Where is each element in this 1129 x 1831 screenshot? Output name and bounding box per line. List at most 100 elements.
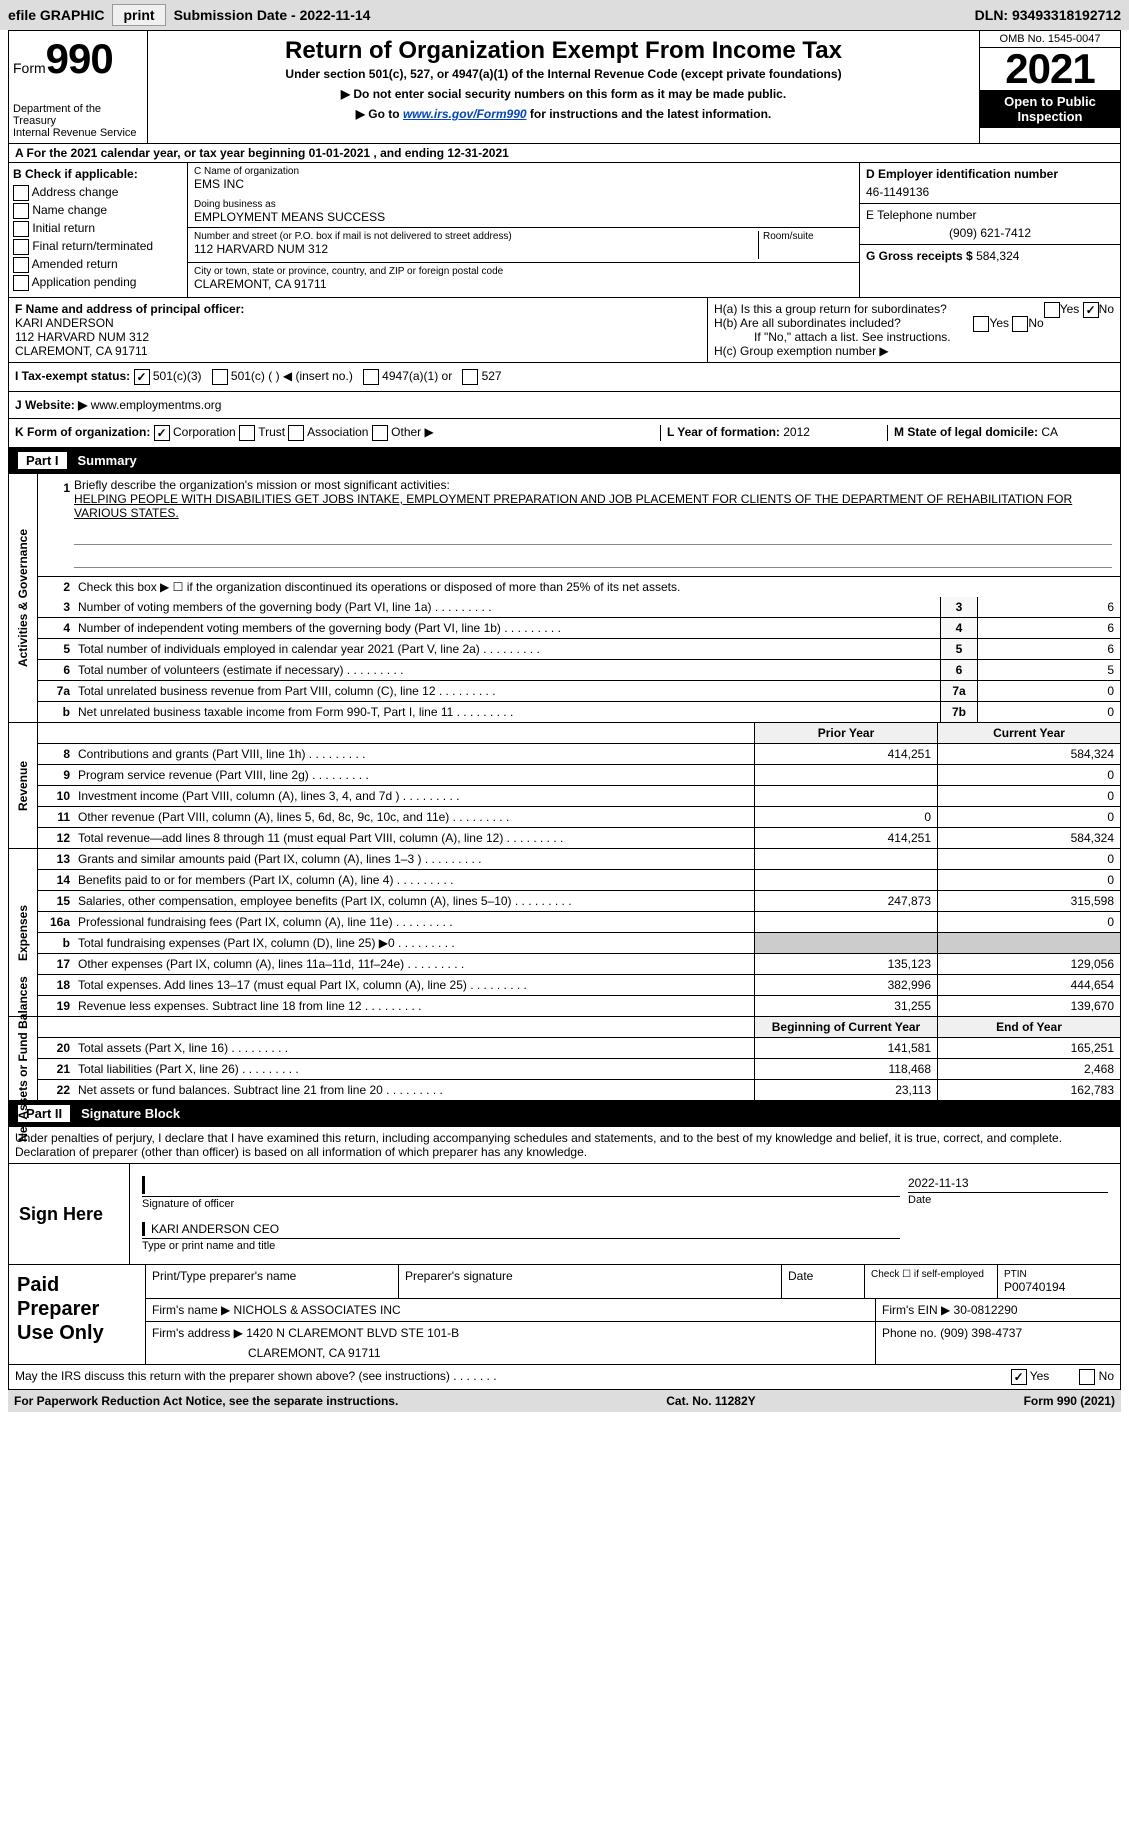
line-row: 17 Other expenses (Part IX, column (A), … [38, 954, 1120, 975]
form-prefix: Form [13, 60, 46, 76]
blank-line [74, 526, 1112, 545]
ein-row: D Employer identification number 46-1149… [860, 163, 1120, 204]
header-right: OMB No. 1545-0047 2021 Open to Public In… [979, 31, 1120, 143]
checkbox-icon[interactable] [1079, 1369, 1095, 1385]
self-emp-label: Check ☐ if self-employed [865, 1265, 998, 1298]
checkbox-icon[interactable] [288, 425, 304, 441]
ptin-label: PTIN [1004, 1269, 1114, 1280]
check-amended[interactable]: Amended return [13, 257, 183, 273]
row-f: F Name and address of principal officer:… [9, 298, 707, 362]
prep-row-1: Print/Type preparer's name Preparer's si… [146, 1265, 1120, 1299]
check-addr[interactable]: Address change [13, 185, 183, 201]
checkbox-icon [13, 185, 29, 201]
checkbox-icon[interactable] [154, 425, 170, 441]
netassets-section: Net Assets or Fund Balances Beginning of… [8, 1017, 1121, 1101]
ptin: P00740194 [1004, 1280, 1114, 1294]
form-title: Return of Organization Exempt From Incom… [158, 37, 969, 65]
city: CLAREMONT, CA 91711 [194, 277, 853, 291]
col-b-title: B Check if applicable: [13, 167, 183, 181]
blank-line [74, 549, 1112, 568]
prep-row-2: Firm's name ▶ NICHOLS & ASSOCIATES INC F… [146, 1299, 1120, 1322]
line-row: 8 Contributions and grants (Part VIII, l… [38, 744, 1120, 765]
sub3-pre: ▶ Go to [356, 107, 403, 121]
line-row: 18 Total expenses. Add lines 13–17 (must… [38, 975, 1120, 996]
gross-row: G Gross receipts $ 584,324 [860, 245, 1120, 267]
dba: EMPLOYMENT MEANS SUCCESS [194, 210, 853, 224]
row-l: L Year of formation: 2012 [660, 425, 887, 441]
ha: H(a) Is this a group return for subordin… [714, 302, 1114, 316]
street-label: Number and street (or P.O. box if mail i… [194, 231, 754, 242]
line-row: 22 Net assets or fund balances. Subtract… [38, 1080, 1120, 1100]
checkbox-icon[interactable] [1012, 316, 1028, 332]
firm-name-label: Firm's name ▶ [152, 1303, 234, 1317]
checkbox-icon[interactable] [973, 316, 989, 332]
check-name[interactable]: Name change [13, 203, 183, 219]
irs: Internal Revenue Service [13, 127, 143, 139]
line-row: 7a Total unrelated business revenue from… [38, 681, 1120, 702]
checkbox-icon[interactable] [462, 369, 478, 385]
print-name-label: Print/Type preparer's name [146, 1265, 399, 1298]
end-year-header: End of Year [937, 1017, 1120, 1037]
row-f-label: F Name and address of principal officer: [15, 302, 701, 316]
form990-link[interactable]: www.irs.gov/Form990 [403, 107, 527, 121]
ein: 46-1149136 [866, 185, 1114, 199]
prep-date-label: Date [782, 1265, 865, 1298]
checkbox-icon[interactable] [212, 369, 228, 385]
checkbox-icon[interactable] [134, 369, 150, 385]
line-row: 4 Number of independent voting members o… [38, 618, 1120, 639]
checkbox-icon[interactable] [1083, 302, 1099, 318]
line-row: 12 Total revenue—add lines 8 through 11 … [38, 828, 1120, 848]
sign-date: 2022-11-13 [908, 1176, 1108, 1190]
checkbox-icon[interactable] [372, 425, 388, 441]
line-row: 20 Total assets (Part X, line 16) 141,58… [38, 1038, 1120, 1059]
firm-addr2: CLAREMONT, CA 91711 [152, 1346, 869, 1360]
checkbox-icon[interactable] [1044, 302, 1060, 318]
subdate-label: Submission Date - [174, 7, 300, 23]
dept: Department of the Treasury [13, 103, 143, 127]
row-a-mid: , and ending [370, 146, 447, 160]
arrow-icon [142, 1176, 900, 1194]
row-m: M State of legal domicile: CA [887, 425, 1114, 441]
sign-here-label: Sign Here [9, 1164, 130, 1264]
paperwork-left: For Paperwork Reduction Act Notice, see … [14, 1394, 398, 1408]
sub2: ▶ Do not enter social security numbers o… [158, 87, 969, 101]
expenses-section: Expenses 13 Grants and similar amounts p… [8, 849, 1121, 1017]
penalty-text: Under penalties of perjury, I declare th… [8, 1127, 1121, 1164]
prep-row-3: Firm's address ▶ 1420 N CLAREMONT BLVD S… [146, 1322, 1120, 1364]
firm-ein: 30-0812290 [954, 1303, 1018, 1317]
line-row: 11 Other revenue (Part VIII, column (A),… [38, 807, 1120, 828]
checkbox-icon [13, 203, 29, 219]
sub1: Under section 501(c), 527, or 4947(a)(1)… [158, 67, 969, 81]
sub3: ▶ Go to www.irs.gov/Form990 for instruct… [158, 107, 969, 121]
header-left: Form990 Department of the Treasury Inter… [9, 31, 148, 143]
checkbox-icon[interactable] [363, 369, 379, 385]
checkbox-icon[interactable] [239, 425, 255, 441]
part1-header: Part I Summary [8, 448, 1121, 474]
part1-title: Summary [78, 453, 137, 468]
street: 112 HARVARD NUM 312 [194, 242, 754, 256]
line-row: 16a Professional fundraising fees (Part … [38, 912, 1120, 933]
revenue-section: Revenue Prior Year Current Year 8 Contri… [8, 723, 1121, 849]
row-k: K Form of organization: Corporation Trus… [15, 425, 660, 441]
checkbox-icon [13, 257, 29, 273]
line-2: 2Check this box ▶ ☐ if the organization … [38, 577, 1120, 597]
org-name-row: C Name of organization EMS INC Doing bus… [188, 163, 859, 228]
check-pending[interactable]: Application pending [13, 275, 183, 291]
checkbox-icon[interactable] [1011, 1369, 1027, 1385]
row-fh: F Name and address of principal officer:… [8, 298, 1121, 363]
name-title-label: Type or print name and title [142, 1238, 900, 1252]
line-row: b Total fundraising expenses (Part IX, c… [38, 933, 1120, 954]
row-j-label: J Website: ▶ [15, 398, 91, 412]
print-button[interactable]: print [112, 4, 165, 26]
sig-officer-label: Signature of officer [142, 1196, 900, 1210]
dln: 93493318192712 [1012, 7, 1121, 23]
checkbox-icon [13, 275, 29, 291]
sign-here-row: Sign Here Signature of officer KARI ANDE… [8, 1164, 1121, 1265]
prep-sig-label: Preparer's signature [399, 1265, 782, 1298]
check-initial[interactable]: Initial return [13, 221, 183, 237]
check-final[interactable]: Final return/terminated [13, 239, 183, 255]
hb: H(b) Are all subordinates included? Yes … [714, 316, 1114, 330]
paperwork-mid: Cat. No. 11282Y [666, 1394, 755, 1408]
top-bar: efile GRAPHIC print Submission Date - 20… [0, 0, 1129, 30]
mission-text: HELPING PEOPLE WITH DISABILITIES GET JOB… [74, 492, 1112, 522]
